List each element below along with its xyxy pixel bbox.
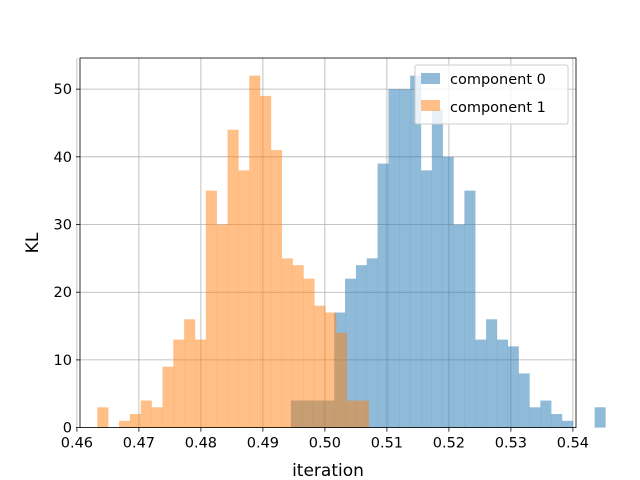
y-tick-label-5: 50 bbox=[54, 82, 72, 98]
series-1-bar-7 bbox=[173, 339, 185, 428]
series-0-bar-11 bbox=[410, 75, 422, 428]
x-tick-label-5: 0.51 bbox=[371, 436, 403, 452]
series-0-bar-16 bbox=[464, 190, 476, 428]
series-0-bars bbox=[290, 75, 606, 428]
x-axis-title: iteration bbox=[292, 461, 364, 480]
series-0-bar-14 bbox=[442, 156, 454, 428]
series-1-bars bbox=[97, 75, 369, 428]
x-tick-label-3: 0.49 bbox=[247, 436, 279, 452]
series-0-bar-18 bbox=[486, 319, 498, 428]
series-0-bar-28 bbox=[594, 407, 606, 428]
series-1-bar-14 bbox=[249, 75, 261, 428]
y-axis-title: KL bbox=[23, 232, 43, 253]
legend-swatch-component-1 bbox=[421, 100, 440, 111]
series-0-bar-7 bbox=[366, 258, 378, 428]
x-tick-label-7: 0.53 bbox=[495, 436, 527, 452]
histogram-bars bbox=[97, 75, 606, 428]
y-tick-label-2: 20 bbox=[54, 285, 72, 301]
legend: component 0 component 1 bbox=[414, 64, 569, 125]
series-1-bar-9 bbox=[195, 339, 207, 428]
series-1-bar-5 bbox=[151, 407, 163, 428]
series-0-bar-10 bbox=[399, 89, 411, 428]
legend-box bbox=[414, 64, 569, 125]
y-tick-label-3: 30 bbox=[54, 218, 72, 234]
series-0-bar-23 bbox=[540, 400, 552, 428]
series-0-bar-9 bbox=[388, 89, 400, 428]
series-1-bar-8 bbox=[184, 319, 196, 428]
series-0-bar-21 bbox=[518, 373, 530, 428]
series-1-bar-16 bbox=[270, 150, 283, 428]
series-0-bar-24 bbox=[551, 414, 563, 428]
series-0-bar-19 bbox=[496, 339, 508, 428]
series-1-bar-24 bbox=[357, 400, 369, 428]
series-0-bar-20 bbox=[507, 346, 519, 428]
series-1-bar-0 bbox=[97, 407, 109, 428]
series-1-bar-13 bbox=[238, 170, 250, 428]
series-1-bar-18 bbox=[292, 265, 304, 428]
series-1-bar-12 bbox=[227, 129, 239, 428]
y-tick-label-1: 10 bbox=[54, 353, 72, 369]
series-1-bar-21 bbox=[325, 312, 337, 428]
series-0-bar-13 bbox=[431, 109, 443, 428]
series-1-bar-22 bbox=[336, 332, 348, 428]
x-tick-label-6: 0.52 bbox=[433, 436, 465, 452]
series-1-bar-10 bbox=[205, 190, 217, 428]
series-0-bar-8 bbox=[377, 163, 389, 428]
series-0-bar-25 bbox=[562, 420, 574, 428]
series-1-bar-19 bbox=[303, 278, 315, 428]
x-tick-label-8: 0.54 bbox=[557, 436, 589, 452]
series-1-bar-6 bbox=[162, 366, 174, 428]
series-1-bar-3 bbox=[129, 414, 141, 428]
series-0-bar-22 bbox=[529, 407, 541, 428]
x-tick-label-0: 0.46 bbox=[61, 436, 93, 452]
y-tick-label-4: 40 bbox=[54, 150, 72, 166]
x-tick-label-2: 0.48 bbox=[185, 436, 217, 452]
series-1-bar-4 bbox=[140, 400, 152, 428]
legend-swatch-component-0 bbox=[421, 73, 440, 84]
plot-frame bbox=[79, 57, 577, 429]
series-1-bar-11 bbox=[216, 224, 228, 428]
series-1-bar-17 bbox=[281, 258, 293, 428]
series-0-bar-15 bbox=[453, 224, 465, 428]
x-tick-label-1: 0.47 bbox=[123, 436, 155, 452]
x-tick-label-4: 0.50 bbox=[309, 436, 341, 452]
series-0-bar-6 bbox=[355, 265, 367, 428]
axis-ticks: 0.46 0.47 0.48 0.49 0.50 0.51 0.52 0.53 0.54 0 10 2… bbox=[54, 82, 590, 451]
series-1-bar-23 bbox=[346, 400, 358, 428]
series-0-bar-12 bbox=[421, 170, 433, 428]
series-1-bar-20 bbox=[314, 305, 326, 428]
series-1-bar-2 bbox=[119, 420, 131, 428]
legend-label-component-0: component 0 bbox=[450, 72, 546, 88]
y-tick-label-0: 0 bbox=[63, 421, 72, 437]
series-1-bar-15 bbox=[260, 95, 272, 428]
series-0-bar-17 bbox=[475, 339, 487, 428]
series-0-bar-5 bbox=[345, 278, 357, 428]
legend-label-component-1: component 1 bbox=[450, 100, 546, 116]
